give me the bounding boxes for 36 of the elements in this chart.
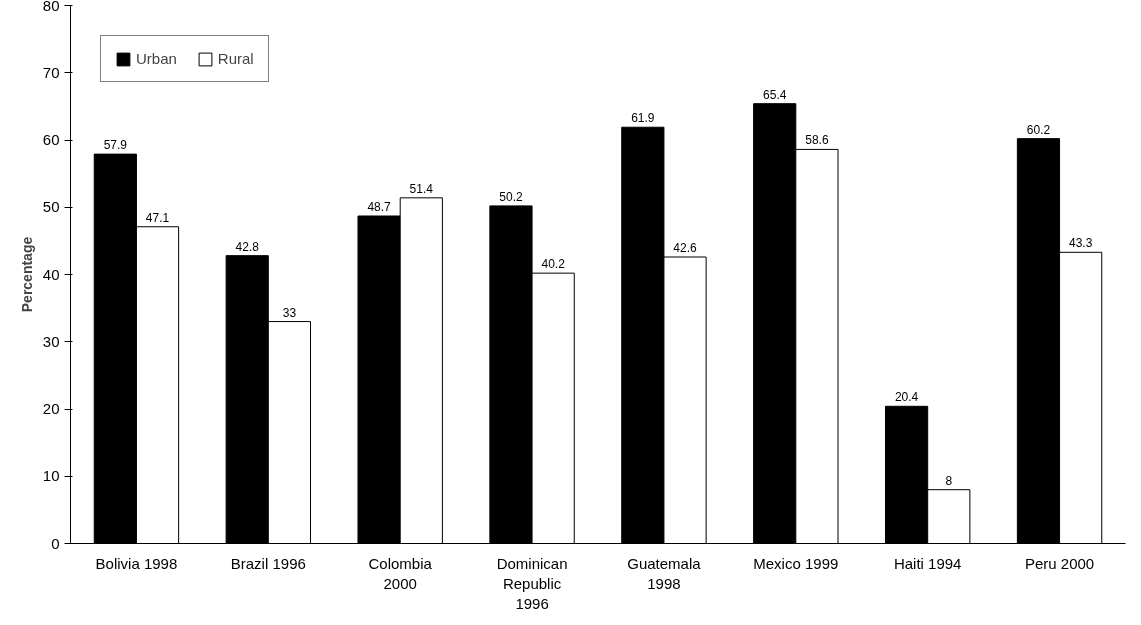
y-tick-label: 50 bbox=[42, 198, 60, 216]
data-label: 58.6 bbox=[805, 133, 829, 148]
y-tick-label: 10 bbox=[42, 467, 60, 485]
data-label: 60.2 bbox=[1026, 122, 1051, 137]
data-label: 42.6 bbox=[673, 241, 698, 256]
data-label: 65.4 bbox=[763, 87, 787, 102]
data-label: 43.3 bbox=[1068, 236, 1093, 251]
y-tick-label: 70 bbox=[42, 63, 60, 81]
data-label: 47.1 bbox=[145, 210, 170, 225]
legend-label: Rural bbox=[217, 50, 254, 67]
y-tick-label: 30 bbox=[42, 332, 60, 350]
data-label: 50.2 bbox=[499, 189, 523, 204]
x-tick-label: Brazil 1996 bbox=[230, 554, 306, 572]
data-label: 40.2 bbox=[541, 257, 566, 272]
data-label: 33 bbox=[282, 305, 297, 320]
x-tick-label: Haiti 1994 bbox=[893, 554, 962, 572]
data-label: 51.4 bbox=[409, 181, 434, 196]
y-tick-label: 60 bbox=[42, 131, 60, 148]
data-label: 20.4 bbox=[894, 390, 919, 405]
data-label: 8 bbox=[945, 473, 953, 488]
data-label: 42.8 bbox=[235, 239, 260, 254]
data-label: 57.9 bbox=[103, 138, 128, 153]
y-axis-title: Percentage bbox=[18, 236, 35, 313]
y-tick-label: 20 bbox=[42, 400, 60, 417]
y-tick-label: 0 bbox=[51, 534, 60, 552]
x-tick-label: Mexico 1999 bbox=[753, 554, 839, 572]
y-tick-label: 40 bbox=[42, 265, 60, 283]
data-label: 61.9 bbox=[631, 111, 655, 126]
y-tick-label: 80 bbox=[42, 0, 60, 14]
x-tick-label: Bolivia 1998 bbox=[95, 554, 178, 572]
legend-label: Urban bbox=[136, 50, 177, 67]
data-label: 48.7 bbox=[367, 199, 392, 214]
x-tick-label: Dominican Republic 1996 bbox=[496, 554, 568, 613]
x-tick-label: Colombia 2000 bbox=[368, 554, 433, 592]
x-tick-label: Guatemala 1998 bbox=[627, 554, 702, 592]
x-tick-label: Peru 2000 bbox=[1024, 554, 1095, 572]
